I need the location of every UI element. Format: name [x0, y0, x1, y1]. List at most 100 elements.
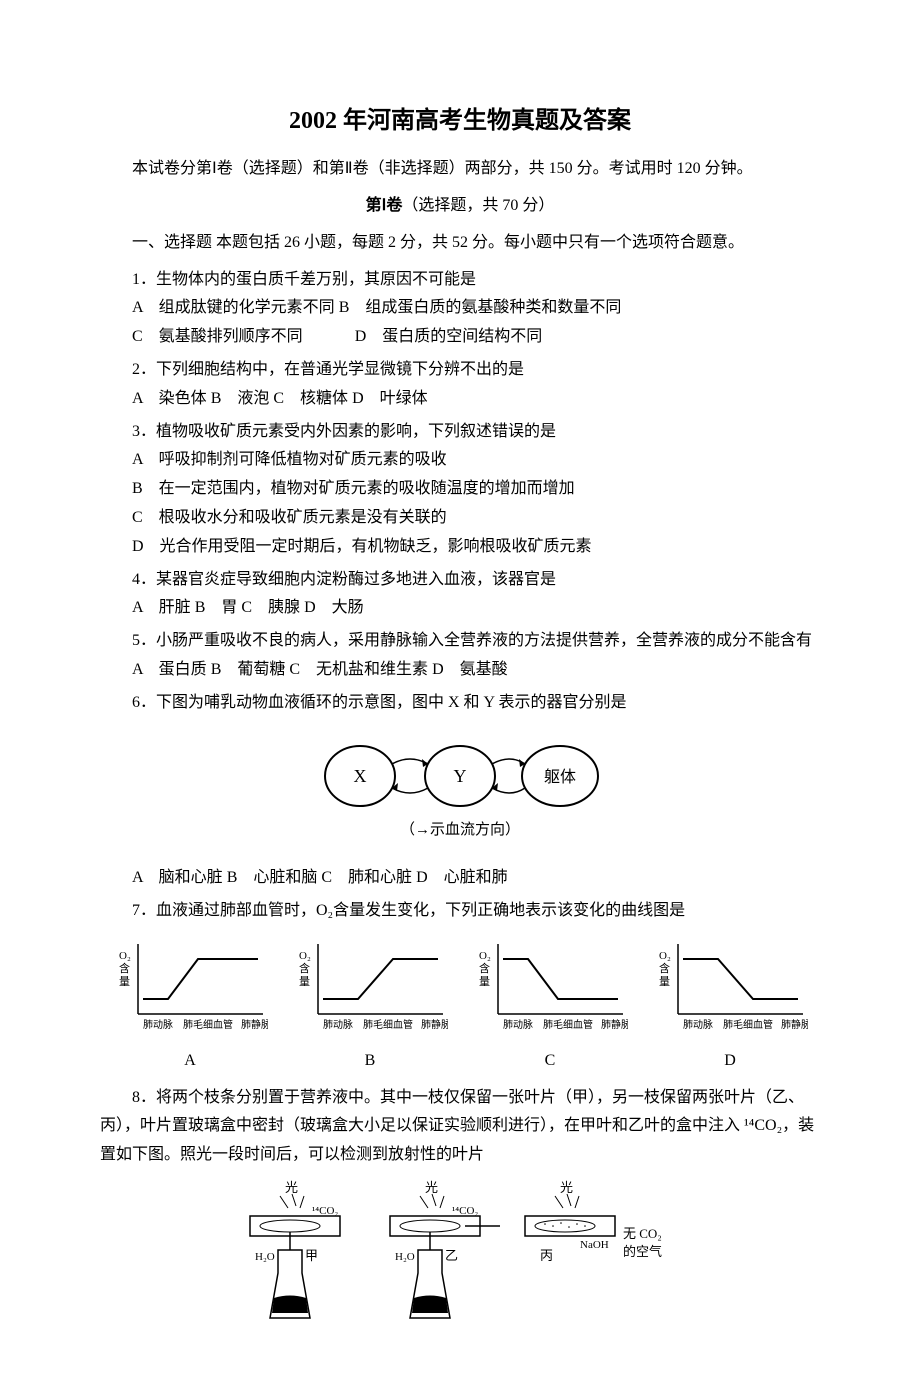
q6-opt-b: B 心脏和脑	[227, 869, 318, 886]
section-1-header: 第Ⅰ卷（选择题，共 70 分）	[100, 192, 820, 221]
q5-options: A 蛋白质 B 葡萄糖 C 无机盐和维生素 D 氨基酸	[100, 656, 820, 685]
q5-opt-c: C 无机盐和维生素	[289, 661, 428, 678]
node-body-label: 躯体	[544, 768, 576, 786]
svg-text:量: 量	[119, 975, 130, 988]
svg-text:肺毛细血管: 肺毛细血管	[723, 1018, 773, 1031]
svg-text:量: 量	[299, 975, 310, 988]
page-title: 2002 年河南高考生物真题及答案	[100, 100, 820, 143]
svg-text:肺静脉: 肺静脉	[421, 1018, 448, 1031]
q6-options: A 脑和心脏 B 心脏和脑 C 肺和心脏 D 心脏和肺	[100, 864, 820, 893]
svg-text:O₂: O₂	[659, 950, 671, 962]
q3-opt-d: D 光合作用受阻一定时期后，有机物缺乏，影响根吸收矿质元素	[100, 533, 820, 562]
svg-text:¹⁴CO₂: ¹⁴CO₂	[452, 1205, 478, 1217]
svg-text:含: 含	[299, 961, 310, 975]
section-number: 第Ⅰ卷	[366, 197, 403, 214]
svg-text:NaOH: NaOH	[580, 1239, 609, 1251]
svg-text:肺静脉: 肺静脉	[781, 1018, 808, 1031]
svg-text:O₂: O₂	[299, 950, 311, 962]
svg-text:量: 量	[479, 975, 490, 988]
q3-opt-b: B 在一定范围内，植物对矿质元素的吸收随温度的增加而增加	[100, 475, 820, 504]
svg-text:H₂O: H₂O	[255, 1251, 275, 1263]
q3-opt-c: C 根吸收水分和吸收矿质元素是没有关联的	[100, 504, 820, 533]
svg-text:含: 含	[479, 961, 490, 975]
svg-text:¹⁴CO₂: ¹⁴CO₂	[312, 1205, 338, 1217]
q1-options-row2: C 氨基酸排列顺序不同 D 蛋白质的空间结构不同	[100, 323, 820, 352]
svg-text:量: 量	[659, 975, 670, 988]
section-instruction: 一、选择题 本题包括 26 小题，每题 2 分，共 52 分。每小题中只有一个选…	[100, 229, 820, 258]
q7-text: 7．血液通过肺部血管时，O₂含量发生变化，下列正确地表示该变化的曲线图是	[100, 897, 820, 926]
section-desc: （选择题，共 70 分）	[402, 197, 554, 214]
svg-text:光: 光	[285, 1180, 298, 1195]
chart-b-svg: O₂ 含 量 肺动脉 肺毛细血管 肺静脉	[293, 934, 448, 1034]
chart-d-svg: O₂ 含 量 肺动脉 肺毛细血管 肺静脉	[653, 934, 808, 1034]
q2-opt-a: A 染色体	[132, 390, 207, 407]
q7-chart-a: O₂ 含 量 肺动脉 肺毛细血管 肺静脉 A	[113, 934, 268, 1076]
q4-opt-c: C 胰腺	[241, 599, 300, 616]
svg-text:肺动脉: 肺动脉	[143, 1018, 173, 1031]
q1-text: 1．生物体内的蛋白质千差万别，其原因不可能是	[100, 266, 820, 295]
q6-opt-d: D 心脏和肺	[416, 869, 508, 886]
svg-text:肺动脉: 肺动脉	[503, 1018, 533, 1031]
q2-opt-c: C 核糖体	[273, 390, 348, 407]
q6-caption: （→示血流方向）	[400, 821, 520, 838]
q6-diagram: X Y 躯体 （→示血流方向）	[100, 726, 820, 857]
svg-text:甲: 甲	[305, 1248, 318, 1263]
q6-text: 6．下图为哺乳动物血液循环的示意图，图中 X 和 Y 表示的器官分别是	[100, 689, 820, 718]
q8-text: 8．将两个枝条分别置于营养液中。其中一枝仅保留一张叶片（甲），另一枝保留两张叶片…	[100, 1084, 820, 1170]
q4-opt-b: B 胃	[195, 599, 238, 616]
q7-label-a: A	[113, 1047, 268, 1076]
q7-chart-b: O₂ 含 量 肺动脉 肺毛细血管 肺静脉 B	[293, 934, 448, 1076]
q6-opt-a: A 脑和心脏	[132, 869, 223, 886]
svg-text:乙: 乙	[445, 1248, 458, 1263]
q2-text: 2．下列细胞结构中，在普通光学显微镜下分辨不出的是	[100, 356, 820, 385]
q7-chart-c: O₂ 含 量 肺动脉 肺毛细血管 肺静脉 C	[473, 934, 628, 1076]
svg-text:肺动脉: 肺动脉	[323, 1018, 353, 1031]
chart-a-svg: O₂ 含 量 肺动脉 肺毛细血管 肺静脉	[113, 934, 268, 1034]
svg-text:肺毛细血管: 肺毛细血管	[183, 1018, 233, 1031]
q3-opt-a: A 呼吸抑制剂可降低植物对矿质元素的吸收	[100, 446, 820, 475]
q3-text: 3．植物吸收矿质元素受内外因素的影响，下列叙述错误的是	[100, 418, 820, 447]
q1-opt-c: C 氨基酸排列顺序不同	[132, 328, 303, 345]
q2-opt-d: D 叶绿体	[352, 390, 428, 407]
q2-opt-b: B 液泡	[211, 390, 270, 407]
svg-text:光: 光	[560, 1180, 573, 1195]
q5-opt-d: D 氨基酸	[432, 661, 508, 678]
q4-opt-d: D 大肠	[304, 599, 364, 616]
svg-text:无 CO₂: 无 CO₂	[623, 1226, 662, 1241]
node-x-label: X	[354, 766, 367, 786]
q5-opt-b: B 葡萄糖	[211, 661, 286, 678]
q5-opt-a: A 蛋白质	[132, 661, 207, 678]
q1-opt-b: B 组成蛋白质的氨基酸种类和数量不同	[339, 299, 622, 316]
svg-text:含: 含	[659, 961, 670, 975]
q5-text: 5．小肠严重吸收不良的病人，采用静脉输入全营养液的方法提供营养，全营养液的成分不…	[100, 627, 820, 656]
q7-label-b: B	[293, 1047, 448, 1076]
q4-opt-a: A 肝脏	[132, 599, 191, 616]
q2-options: A 染色体 B 液泡 C 核糖体 D 叶绿体	[100, 385, 820, 414]
svg-text:O₂: O₂	[119, 950, 131, 962]
q6-opt-c: C 肺和心脏	[321, 869, 412, 886]
q4-text: 4．某器官炎症导致细胞内淀粉酶过多地进入血液，该器官是	[100, 566, 820, 595]
q7-label-d: D	[653, 1047, 808, 1076]
chart-c-svg: O₂ 含 量 肺动脉 肺毛细血管 肺静脉	[473, 934, 628, 1034]
node-y-label: Y	[454, 766, 467, 786]
svg-text:含: 含	[119, 961, 130, 975]
q8-diagram: 光 ¹⁴CO₂ H₂O 甲 光 ¹⁴CO₂ H₂O 乙 光	[100, 1178, 820, 1349]
q1-opt-a: A 组成肽键的化学元素不同	[132, 299, 335, 316]
intro-text: 本试卷分第Ⅰ卷（选择题）和第Ⅱ卷（非选择题）两部分，共 150 分。考试用时 1…	[100, 155, 820, 184]
svg-text:肺动脉: 肺动脉	[683, 1018, 713, 1031]
q1-opt-d: D 蛋白质的空间结构不同	[355, 328, 543, 345]
q7-label-c: C	[473, 1047, 628, 1076]
svg-text:H₂O: H₂O	[395, 1251, 415, 1263]
q4-options: A 肝脏 B 胃 C 胰腺 D 大肠	[100, 594, 820, 623]
svg-text:肺静脉: 肺静脉	[601, 1018, 628, 1031]
svg-text:O₂: O₂	[479, 950, 491, 962]
svg-text:的空气: 的空气	[623, 1244, 662, 1259]
svg-text:肺静脉: 肺静脉	[241, 1018, 268, 1031]
svg-text:光: 光	[425, 1180, 438, 1195]
svg-text:肺毛细血管: 肺毛细血管	[363, 1018, 413, 1031]
q7-charts: O₂ 含 量 肺动脉 肺毛细血管 肺静脉 A O₂ 含 量 肺动脉 肺毛细血管 …	[100, 934, 820, 1076]
q7-chart-d: O₂ 含 量 肺动脉 肺毛细血管 肺静脉 D	[653, 934, 808, 1076]
q1-options-row1: A 组成肽键的化学元素不同 B 组成蛋白质的氨基酸种类和数量不同	[100, 294, 820, 323]
svg-text:肺毛细血管: 肺毛细血管	[543, 1018, 593, 1031]
svg-text:丙: 丙	[540, 1248, 553, 1263]
